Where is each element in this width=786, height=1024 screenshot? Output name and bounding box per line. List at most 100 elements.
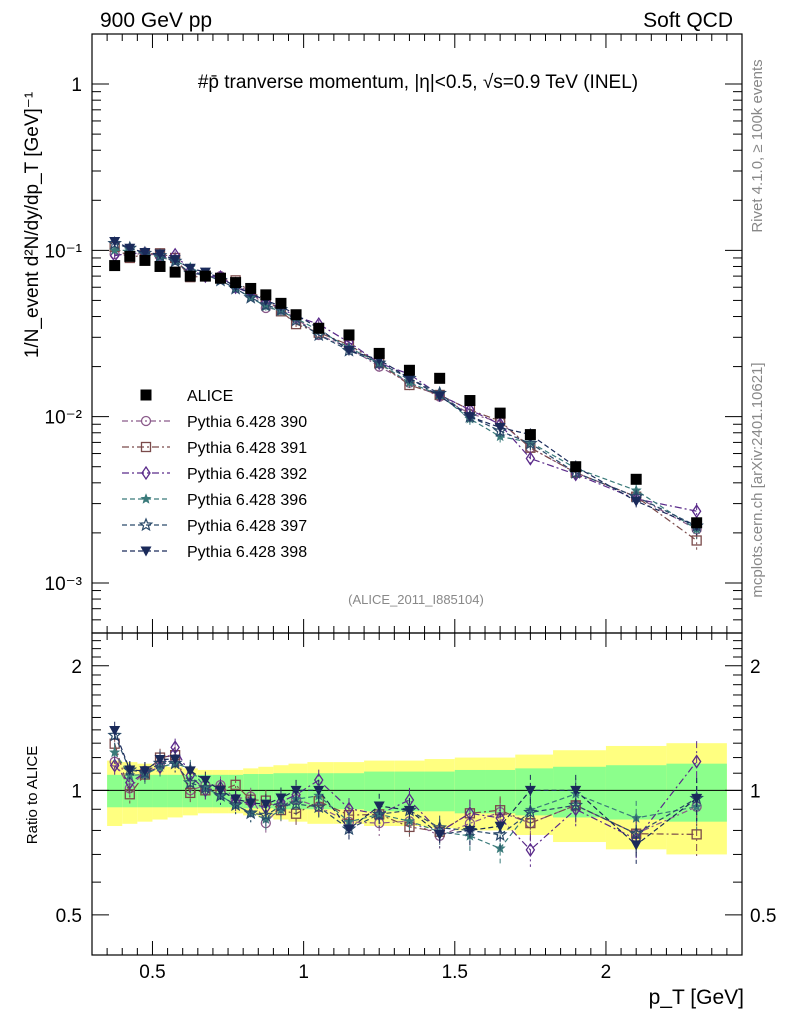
ratio-point bbox=[182, 775, 198, 789]
data-point bbox=[245, 282, 257, 294]
x-tick-label: 0.5 bbox=[139, 962, 165, 983]
ratio-point bbox=[258, 807, 274, 822]
ratio-point bbox=[198, 780, 213, 794]
ratio-point bbox=[524, 785, 536, 796]
ratio-tick-label: 0.5 bbox=[56, 906, 82, 927]
header-left: 900 GeV pp bbox=[100, 9, 212, 32]
x-axis-label: p_T [GeV] bbox=[649, 986, 744, 1009]
ratio-point bbox=[311, 799, 327, 814]
data-point bbox=[523, 435, 538, 450]
ratio-point bbox=[152, 755, 168, 770]
legend-label: ALICE bbox=[187, 388, 233, 405]
legend-label: Pythia 6.428 390 bbox=[187, 414, 307, 431]
legend-item: ALICE bbox=[140, 388, 233, 405]
legend-label: Pythia 6.428 398 bbox=[187, 544, 307, 561]
ratio-point bbox=[109, 725, 121, 736]
header-right: Soft QCD bbox=[643, 9, 733, 32]
data-point bbox=[434, 391, 446, 402]
data-point bbox=[199, 270, 211, 282]
ratio-tick-label-right: 1 bbox=[750, 781, 761, 802]
ratio-point bbox=[109, 746, 121, 758]
ratio-point bbox=[691, 754, 702, 769]
y-axis-label: 1/N_event d²N/dy/dp_T [GeV]⁻¹ bbox=[22, 92, 43, 358]
data-point bbox=[124, 250, 136, 262]
ratio-tick-label-right: 0.5 bbox=[750, 906, 776, 927]
data-point bbox=[313, 322, 325, 334]
legend-marker bbox=[141, 465, 151, 481]
legend-marker bbox=[140, 441, 152, 453]
ratio-point bbox=[154, 754, 166, 765]
ratio-tick-label: 1 bbox=[71, 781, 82, 802]
data-point bbox=[184, 263, 196, 274]
ratio-band-inner bbox=[137, 774, 153, 808]
data-point bbox=[371, 355, 387, 370]
legend-marker bbox=[140, 493, 152, 504]
data-point bbox=[290, 309, 302, 321]
ratio-band-inner bbox=[424, 771, 455, 812]
data-point bbox=[343, 345, 355, 356]
data-point bbox=[154, 249, 166, 260]
x-tick-label: 2 bbox=[601, 962, 612, 983]
data-point bbox=[570, 461, 582, 473]
ratio-band-inner bbox=[107, 774, 123, 808]
ratio-point bbox=[343, 824, 355, 835]
data-point bbox=[403, 364, 415, 376]
legend-item: Pythia 6.428 396 bbox=[122, 492, 307, 509]
watermark: (ALICE_2011_I885104) bbox=[348, 592, 484, 607]
legend-marker bbox=[140, 546, 152, 557]
ratio-point bbox=[494, 821, 506, 832]
data-point bbox=[139, 248, 151, 259]
ratio-point bbox=[288, 796, 304, 811]
data-point bbox=[184, 270, 196, 282]
ratio-point bbox=[139, 766, 151, 777]
data-point bbox=[403, 373, 415, 384]
data-point bbox=[434, 372, 446, 384]
y-tick-label: 10⁻³ bbox=[45, 574, 83, 595]
ratio-band-layer bbox=[92, 743, 742, 855]
ratio-point bbox=[464, 825, 476, 836]
ratio-band-inner bbox=[167, 774, 183, 808]
data-point bbox=[494, 423, 506, 434]
ratio-point bbox=[214, 785, 226, 796]
legend-item: Pythia 6.428 390 bbox=[122, 414, 307, 431]
data-point bbox=[169, 255, 181, 266]
data-point bbox=[691, 517, 703, 529]
ratio-point bbox=[371, 806, 387, 821]
ratio-point bbox=[290, 785, 302, 796]
rivet-label: Rivet 4.1.0, ≥ 100k events bbox=[749, 59, 766, 232]
data-point bbox=[691, 535, 702, 546]
legend-label: Pythia 6.428 397 bbox=[187, 518, 307, 535]
ratio-point bbox=[525, 842, 536, 858]
ratio-point bbox=[245, 798, 257, 809]
series-layer bbox=[107, 235, 704, 867]
chart-title: #p̄ tranverse momentum, |η|<0.5, √s=0.9 … bbox=[198, 72, 638, 93]
legend-label: Pythia 6.428 391 bbox=[187, 440, 307, 457]
data-point bbox=[630, 496, 642, 507]
ratio-point bbox=[373, 801, 385, 812]
ratio-point bbox=[185, 768, 196, 783]
data-point bbox=[260, 289, 272, 301]
ratio-point bbox=[169, 754, 181, 765]
y-tick-label: 10⁻¹ bbox=[45, 241, 83, 262]
ratio-tick-label-right: 2 bbox=[750, 657, 761, 678]
ratio-point bbox=[230, 779, 241, 790]
data-point bbox=[343, 329, 355, 341]
ratio-point bbox=[260, 799, 272, 810]
ratio-y-label: Ratio to ALICE bbox=[24, 746, 41, 844]
ratio-point bbox=[273, 798, 289, 813]
ratio-point bbox=[275, 793, 287, 804]
legend-marker bbox=[140, 389, 152, 401]
ratio-point bbox=[523, 804, 538, 819]
y-tick-label: 10⁻² bbox=[45, 408, 83, 429]
legend-marker bbox=[140, 415, 152, 427]
legend-label: Pythia 6.428 392 bbox=[187, 466, 307, 483]
legend-item: Pythia 6.428 397 bbox=[122, 517, 307, 535]
ratio-point bbox=[568, 797, 583, 812]
ratio-point bbox=[691, 829, 702, 840]
data-point bbox=[109, 260, 121, 272]
y-tick-label: 1 bbox=[71, 75, 82, 96]
ratio-point bbox=[691, 793, 703, 804]
data-point bbox=[258, 297, 274, 312]
data-point bbox=[691, 504, 702, 519]
